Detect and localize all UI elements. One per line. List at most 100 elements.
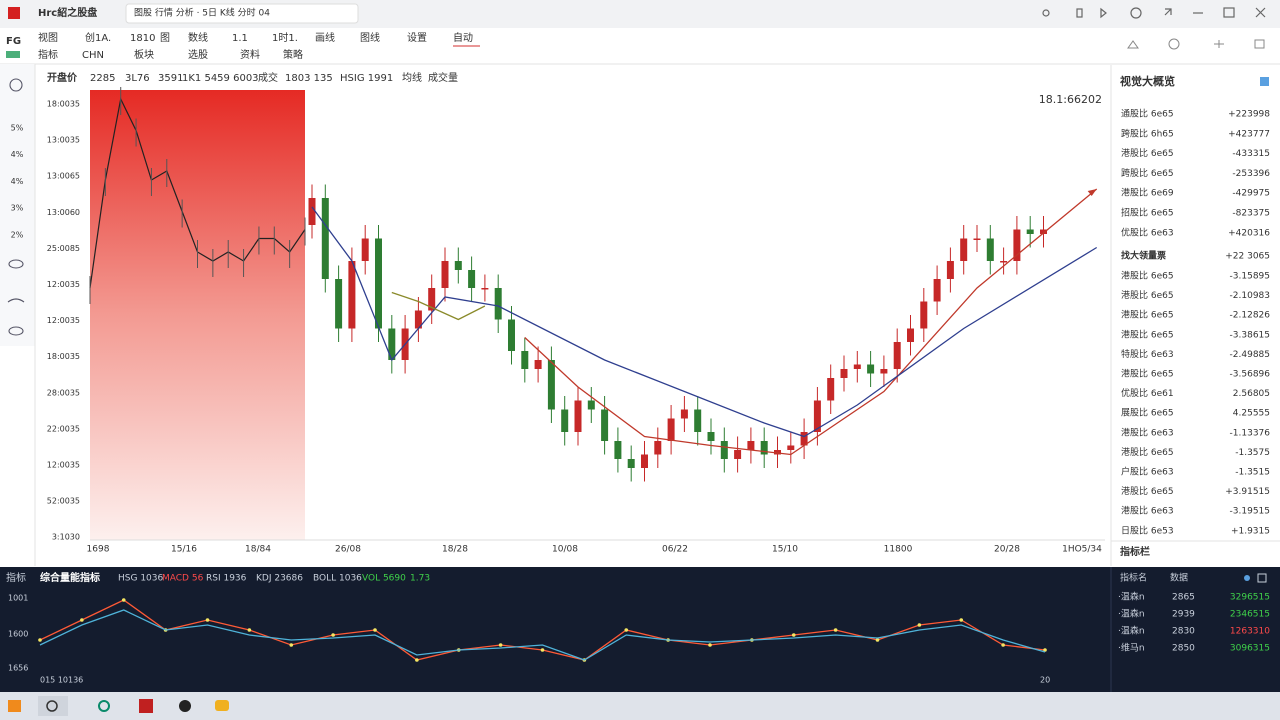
ticker-name[interactable]: 港股比 6e63 bbox=[1121, 505, 1174, 517]
ticker-value: +22 3065 bbox=[1225, 252, 1270, 262]
toolbar-item[interactable]: CHN bbox=[82, 50, 104, 61]
candle-body bbox=[986, 238, 994, 261]
indicator-x-label: 015 10136 bbox=[40, 676, 83, 685]
y-label: 18:0035 bbox=[47, 100, 80, 109]
sidebar-label[interactable]: 2% bbox=[11, 230, 24, 239]
ticker-name[interactable]: 跨股比 6e65 bbox=[1121, 167, 1174, 179]
sidebar-label[interactable]: 4% bbox=[11, 177, 24, 186]
taskbar bbox=[0, 692, 1280, 720]
ticker-name[interactable]: 港股比 6e69 bbox=[1121, 187, 1174, 199]
taskbar-icons[interactable] bbox=[8, 696, 229, 716]
toolbar-item[interactable]: 图线 bbox=[360, 31, 380, 44]
toolbar-icons[interactable] bbox=[1127, 38, 1265, 50]
price-label: 18.1:66202 bbox=[1039, 93, 1102, 106]
table-name: ·温森n bbox=[1118, 608, 1145, 620]
ticker-name[interactable]: 优股比 6e63 bbox=[1121, 226, 1174, 238]
ticker-name[interactable]: 户股比 6e63 bbox=[1121, 466, 1174, 478]
ticker-value: -823375 bbox=[1232, 209, 1270, 219]
ticker-name[interactable]: 日股比 6e53 bbox=[1121, 524, 1174, 536]
sidebar-label[interactable]: 5% bbox=[11, 124, 24, 133]
ticker-name[interactable]: 港股比 6e65 bbox=[1121, 368, 1174, 380]
toolbar-item[interactable]: 创1A. bbox=[85, 31, 111, 44]
x-label: 1HO5/34 bbox=[1062, 545, 1102, 555]
toolbar-item[interactable]: 1时1. bbox=[272, 32, 298, 44]
indicator-dot bbox=[205, 618, 210, 622]
window-controls[interactable] bbox=[1042, 7, 1266, 19]
trend-arrow bbox=[1087, 189, 1097, 196]
ticker-value: -253396 bbox=[1232, 169, 1270, 179]
ticker-value: +1.9315 bbox=[1231, 526, 1270, 536]
table-value: 2346515 bbox=[1230, 610, 1270, 620]
indicator-title: 综合量能指标 bbox=[40, 571, 100, 584]
indicator-item: HSG 1036 bbox=[118, 574, 163, 584]
candle-body bbox=[680, 409, 688, 419]
toolbar-item[interactable]: 数线 bbox=[188, 31, 208, 44]
right-panel bbox=[1111, 65, 1280, 566]
toolbar-item[interactable]: 设置 bbox=[407, 32, 427, 44]
candle-body bbox=[494, 288, 502, 320]
ticker-name[interactable]: 跨股比 6h65 bbox=[1121, 127, 1174, 139]
ticker-name[interactable]: 优股比 6e61 bbox=[1121, 387, 1174, 399]
table-name: ·温森n bbox=[1118, 591, 1145, 603]
ticker-name[interactable]: 找大领量票 bbox=[1121, 250, 1166, 262]
indicator-item: MACD 56 bbox=[162, 574, 204, 584]
table-value: 3296515 bbox=[1230, 593, 1270, 603]
candle-body bbox=[641, 454, 648, 468]
ticker-value: -3.38615 bbox=[1230, 330, 1270, 340]
candle-body bbox=[787, 445, 795, 450]
candle-body bbox=[468, 270, 476, 288]
ticker-name[interactable]: 港股比 6e65 bbox=[1121, 289, 1174, 301]
ticker-name[interactable]: 港股比 6e65 bbox=[1121, 147, 1174, 159]
ticker-name[interactable]: 展股比 6e65 bbox=[1121, 407, 1174, 419]
toolbar-item[interactable]: 板块 bbox=[134, 48, 154, 61]
x-label: 20/28 bbox=[994, 545, 1020, 555]
toolbar-item[interactable]: 画线 bbox=[315, 31, 335, 44]
ticker-name[interactable]: 特股比 6e63 bbox=[1121, 348, 1174, 360]
header-item: 1K1 5459 6003 bbox=[182, 73, 259, 84]
candle-body bbox=[694, 409, 702, 432]
ticker-value: +420316 bbox=[1228, 228, 1270, 238]
sidebar-icons[interactable] bbox=[7, 78, 25, 336]
tab[interactable] bbox=[125, 3, 359, 24]
candle-body bbox=[534, 360, 542, 369]
candle-body bbox=[654, 441, 662, 455]
indicator-item: RSI 1936 bbox=[206, 574, 247, 584]
toolbar-item[interactable]: 1.1 bbox=[232, 33, 248, 44]
panel-icon bbox=[1260, 77, 1269, 86]
toolbar-item[interactable]: 图 bbox=[160, 32, 170, 44]
toolbar-item[interactable]: 视图 bbox=[38, 31, 58, 44]
indicator-dot bbox=[959, 618, 964, 622]
toolbar-item[interactable]: 指标 bbox=[38, 48, 58, 61]
ticker-name[interactable]: 通股比 6e65 bbox=[1121, 108, 1174, 120]
toolbar-item[interactable]: 策略 bbox=[283, 48, 303, 61]
sidebar-label[interactable]: 4% bbox=[11, 150, 24, 159]
sidebar-label[interactable]: 3% bbox=[11, 204, 24, 213]
ticker-name[interactable]: 港股比 6e65 bbox=[1121, 446, 1174, 458]
toolbar-item[interactable]: 自动 bbox=[453, 31, 473, 44]
candle-body bbox=[601, 409, 609, 441]
ticker-name[interactable]: 港股比 6e63 bbox=[1121, 426, 1174, 438]
x-label: 1698 bbox=[87, 545, 110, 555]
y-label: 13:0060 bbox=[47, 208, 80, 217]
candle-body bbox=[760, 441, 768, 455]
toolbar-item[interactable]: 1810 bbox=[130, 33, 155, 44]
app-icon bbox=[8, 7, 20, 19]
ticker-name[interactable]: 港股比 6e65 bbox=[1121, 485, 1174, 497]
y-label: 22:0035 bbox=[47, 424, 80, 433]
ticker-value: +3.91515 bbox=[1225, 487, 1270, 497]
ticker-name[interactable]: 港股比 6e65 bbox=[1121, 270, 1174, 282]
y-label: 12:0035 bbox=[47, 316, 80, 325]
indicator-dot bbox=[331, 633, 335, 637]
toolbar-item[interactable]: 选股 bbox=[188, 48, 208, 61]
ticker-name[interactable]: 港股比 6e65 bbox=[1121, 309, 1174, 321]
ticker-value: -1.3575 bbox=[1235, 448, 1270, 458]
ticker-name[interactable]: 招股比 6e65 bbox=[1121, 207, 1174, 219]
ticker-name[interactable]: 港股比 6e65 bbox=[1121, 328, 1174, 340]
toolbar-item[interactable]: 资料 bbox=[240, 48, 260, 61]
candle-body bbox=[867, 364, 875, 374]
candle-body bbox=[800, 432, 808, 446]
table-header: 指标名 bbox=[1120, 572, 1147, 584]
ticker-value: -1.13376 bbox=[1230, 428, 1271, 438]
ticker-value: -3.15895 bbox=[1230, 272, 1270, 282]
